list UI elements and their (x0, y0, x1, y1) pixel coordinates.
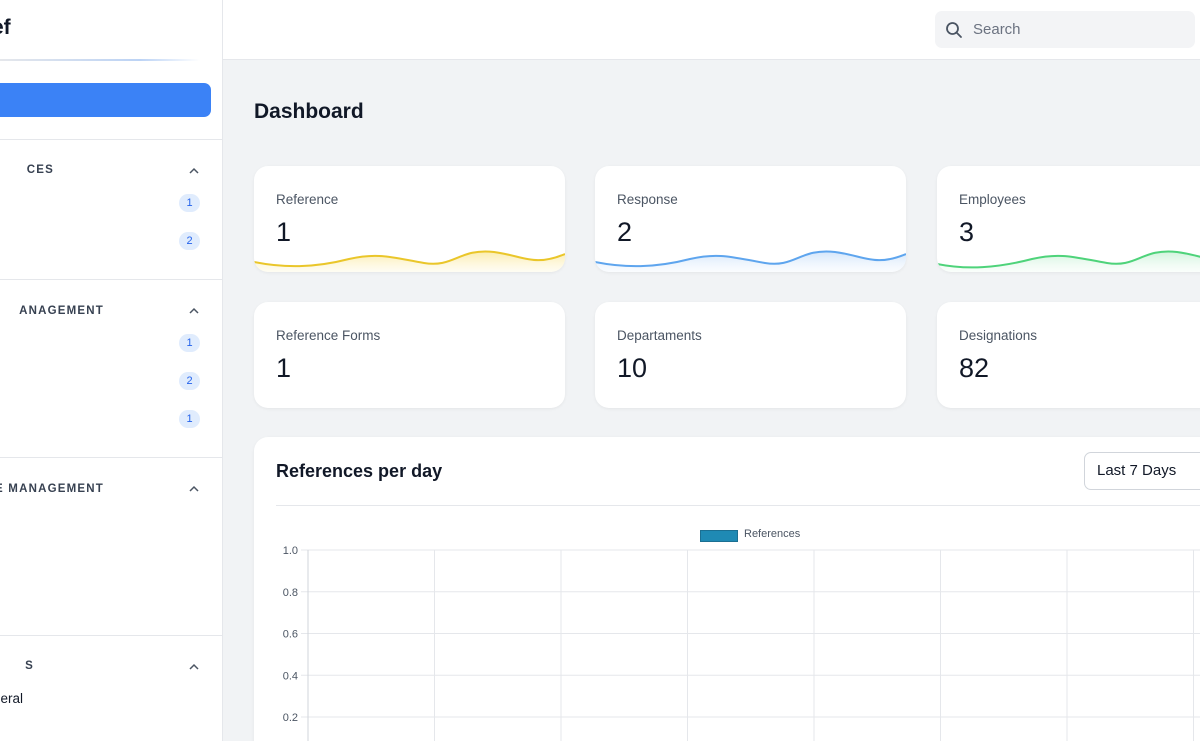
count-badge: 1 (179, 194, 200, 212)
stat-value: 10 (617, 353, 648, 383)
stat-card-departaments[interactable]: Departaments 10 (595, 302, 906, 408)
section-title: CES (26, 164, 54, 176)
sidebar-divider (0, 457, 222, 458)
sidebar: ef hboard CES erences 1 ies 2 ANAGEMENT … (0, 0, 223, 741)
stat-value: 82 (959, 353, 990, 383)
sidebar-section-header[interactable]: ANAGEMENT (0, 305, 104, 325)
sidebar-item-label: eral (0, 691, 23, 706)
stat-card-reference-forms[interactable]: Reference Forms 1 (254, 302, 565, 408)
legend-label[interactable]: References (744, 528, 801, 540)
topbar (223, 0, 1200, 60)
sparkline-wave (937, 250, 1200, 272)
stat-title: Departaments (617, 328, 702, 343)
chart-divider (276, 505, 1200, 506)
stat-value: 1 (276, 217, 292, 247)
count-badge: 1 (179, 334, 200, 352)
date-range-value: Last 7 Days (1097, 462, 1177, 479)
search-input[interactable] (973, 11, 1183, 48)
brand-underline (0, 59, 200, 61)
bar-chart: 1.0 0.8 0.6 0.4 0.2 (283, 545, 1200, 741)
stat-value: 3 (959, 217, 975, 247)
y-tick-label: 0.6 (283, 629, 298, 641)
y-tick-label: 1.0 (283, 545, 298, 557)
stat-value: 1 (276, 353, 292, 383)
count-badge: 2 (179, 232, 200, 250)
sidebar-item-general[interactable]: eral (0, 691, 23, 715)
stat-title: Reference (276, 192, 339, 207)
search-box[interactable] (935, 11, 1195, 48)
sparkline-wave (595, 250, 906, 272)
sidebar-section-header[interactable]: EE MANAGEMENT (0, 483, 104, 503)
references-chart-card: References per day Last 7 Days Reference… (254, 437, 1200, 741)
stat-title: Employees (959, 192, 1026, 207)
stat-title: Designations (959, 328, 1038, 343)
y-tick-label: 0.8 (283, 587, 298, 599)
chevron-up-icon[interactable] (187, 482, 201, 496)
sidebar-section-header[interactable]: S (0, 660, 34, 680)
count-badge: 2 (179, 372, 200, 390)
sidebar-section-header[interactable]: CES (0, 164, 54, 184)
sparkline-wave (254, 250, 565, 272)
sidebar-divider (0, 635, 222, 636)
section-title: EE MANAGEMENT (0, 483, 104, 495)
page-title: Dashboard (254, 100, 364, 123)
count-badge: 1 (179, 410, 200, 428)
section-title: S (25, 660, 34, 672)
stat-title: Response (617, 192, 678, 207)
stat-title: Reference Forms (276, 328, 381, 343)
sidebar-divider (0, 139, 222, 140)
stat-card-reference[interactable]: Reference 1 (254, 166, 565, 272)
chevron-up-icon[interactable] (187, 164, 201, 178)
search-icon (946, 22, 962, 38)
chevron-up-icon[interactable] (187, 304, 201, 318)
y-tick-label: 0.2 (283, 712, 298, 724)
stat-card-employees[interactable]: Employees 3 (937, 166, 1200, 272)
section-title: ANAGEMENT (19, 305, 104, 317)
date-range-select[interactable]: Last 7 Days (1084, 452, 1200, 490)
stat-value: 2 (617, 217, 633, 247)
brand-logo[interactable]: ef (0, 16, 11, 39)
sidebar-item-dashboard[interactable]: hboard (0, 83, 211, 117)
chart-title: References per day (276, 461, 443, 481)
legend-swatch[interactable] (700, 530, 738, 542)
sidebar-divider (0, 279, 222, 280)
stat-card-designations[interactable]: Designations 82 (937, 302, 1200, 408)
chevron-up-icon[interactable] (187, 660, 201, 674)
stat-card-response[interactable]: Response 2 (595, 166, 906, 272)
y-tick-label: 0.4 (283, 670, 298, 682)
